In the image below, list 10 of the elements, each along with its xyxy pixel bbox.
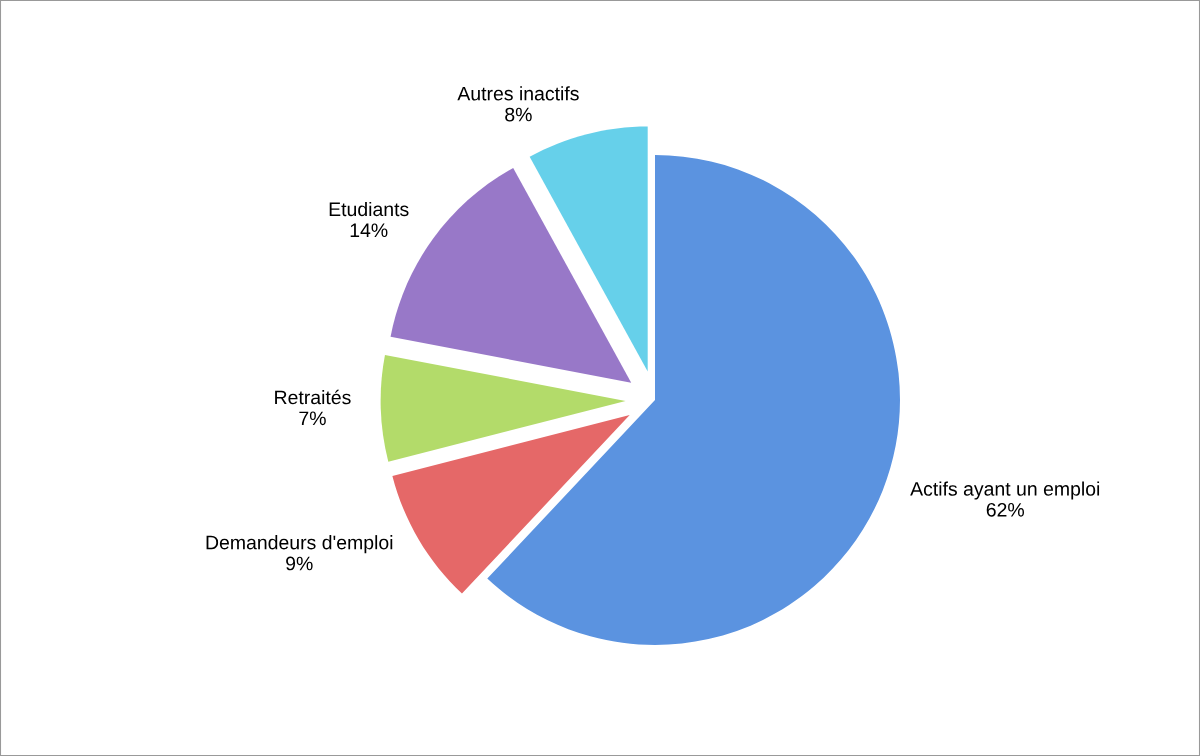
data-label: 14% xyxy=(350,223,388,238)
data-label: 9% xyxy=(286,556,313,571)
slice-label: Autres inactifs xyxy=(457,86,579,101)
data-label: 8% xyxy=(505,107,532,122)
slice-label: Demandeurs d'emploi xyxy=(206,535,393,554)
data-label: 62% xyxy=(986,502,1024,517)
slice-label: Etudiants xyxy=(329,201,409,217)
slice-label: Retraités xyxy=(275,389,351,405)
slice-label: Actifs ayant un emploi xyxy=(910,481,1100,500)
data-label: 7% xyxy=(299,411,326,426)
